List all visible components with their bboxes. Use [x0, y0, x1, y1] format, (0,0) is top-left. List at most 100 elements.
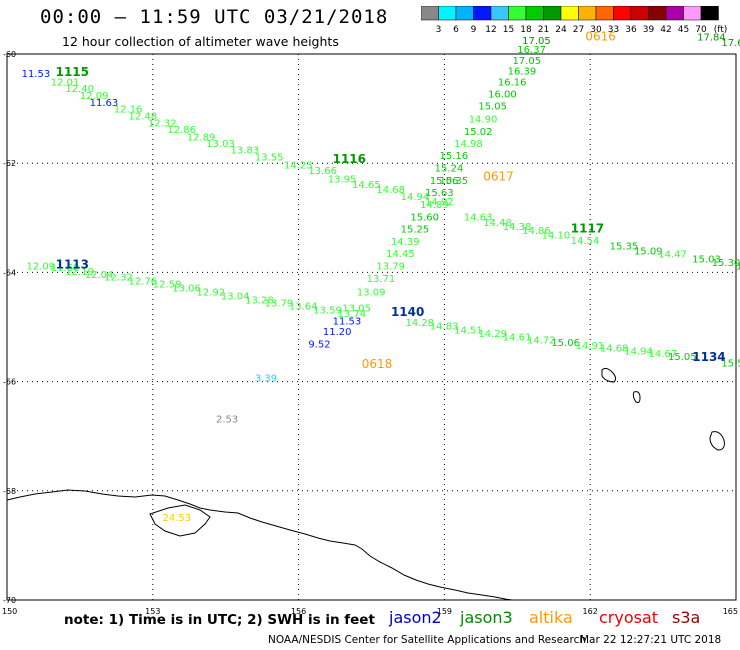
lat-label: -64 — [3, 268, 16, 277]
wave-height-label: 12.59 — [153, 280, 182, 291]
map-title: 00:00 – 11:59 UTC 03/21/2018 — [40, 6, 389, 28]
wave-height-label: 11.20 — [323, 327, 352, 338]
lon-label: 159 — [437, 607, 452, 616]
wave-height-label: 15.09 — [634, 246, 663, 257]
colorbar-tick: 18 — [520, 25, 532, 35]
colorbar-tick: 39 — [643, 25, 655, 35]
wave-height-label: 14.94 — [401, 192, 430, 203]
colorbar-tick: 30 — [590, 25, 602, 35]
wave-height-label: 12.16 — [114, 104, 143, 115]
colorbar-tick: 21 — [538, 25, 549, 35]
colorbar-tick: 70 — [695, 25, 707, 35]
wave-height-label: 13.04 — [221, 292, 250, 303]
wave-height-label: 13.05 — [342, 304, 371, 315]
wave-height-label: 12.09 — [26, 262, 55, 273]
wave-height-label: 14.39 — [391, 237, 420, 248]
wave-height-label: 13.06 — [172, 284, 201, 295]
latitude-labels: -60 -62 -64 -66 -68 -70 — [3, 50, 16, 605]
colorbar-tick: 33 — [608, 25, 619, 35]
track-pass-label: 1117 — [571, 222, 604, 236]
longitude-labels: 150 153 156 159 162 165 — [2, 607, 738, 616]
track-pass-label: 0616 — [585, 29, 616, 43]
colorbar-tick: 15 — [503, 25, 514, 35]
lon-label: 156 — [291, 607, 306, 616]
wave-height-label: 12.01 — [51, 78, 80, 89]
lat-label: -62 — [3, 159, 16, 168]
lon-label: 162 — [583, 607, 598, 616]
track-pass-label: 1113 — [56, 258, 89, 272]
colorbar-tick: 12 — [485, 25, 496, 35]
wave-height-label: 13.28 — [245, 296, 274, 307]
colorbar-tick: 3 — [436, 25, 442, 35]
lon-label: 153 — [145, 607, 160, 616]
wave-height-label: 17.65 — [721, 38, 740, 49]
wave-height-label: 15.02 — [464, 127, 493, 138]
wave-height-label: 13.71 — [367, 274, 396, 285]
wave-height-label: 14.38 — [503, 222, 532, 233]
wave-height-label: 14.28 — [406, 318, 435, 329]
wave-height-label: 15.60 — [410, 213, 439, 224]
colorbar-tick: 42 — [660, 25, 671, 35]
wave-height-label: 12.04 — [85, 270, 114, 281]
colorbar-tick: 27 — [573, 25, 584, 35]
legend-s3a: s3a — [672, 608, 701, 627]
wave-height-label: 11.53 — [333, 316, 362, 327]
map-gridlines — [7, 54, 736, 600]
wave-height-label: 13.95 — [328, 174, 357, 185]
colorbar-unit: (ft) — [714, 25, 728, 35]
wave-height-label: 14.90 — [469, 114, 498, 125]
wave-height-label: 15.64 — [736, 262, 740, 273]
track-pass-label: 1134 — [692, 350, 725, 364]
wave-height-label: 15.30 — [712, 258, 740, 269]
wave-height-label: 15.35 — [610, 241, 639, 252]
wave-height-label: 15.16 — [440, 151, 469, 162]
wave-height-label: 15.56 — [721, 358, 740, 369]
island-3 — [709, 431, 725, 451]
footer-note: note: 1) Time is in UTC; 2) SWH is in fe… — [64, 612, 375, 628]
coastline-inlet — [149, 504, 211, 537]
wave-height-label: 14.91 — [576, 341, 605, 352]
wave-height-label: 9.52 — [308, 340, 330, 351]
wave-height-label: 14.48 — [483, 218, 512, 229]
legend-altika: altika — [529, 608, 573, 627]
wave-height-label: 14.86 — [522, 226, 551, 237]
lat-label: -60 — [3, 50, 16, 59]
wave-height-label: 14.83 — [430, 322, 459, 333]
wave-height-label: 14.61 — [503, 333, 532, 344]
track-pass-label: 1140 — [391, 305, 424, 319]
wave-height-label: 12.32 — [104, 273, 133, 284]
colorbar-tick: 6 — [453, 25, 459, 35]
wave-height-label: 13.79 — [376, 262, 405, 273]
track-pass-label: 1116 — [333, 152, 366, 166]
legend-jason3: jason3 — [460, 608, 513, 627]
wave-height-label: 14.63 — [464, 213, 493, 224]
wave-height-label: 16.37 — [517, 45, 546, 56]
track-pass-label: 0617 — [483, 170, 514, 184]
coastline-main — [6, 489, 513, 601]
wave-height-label: 12.19 — [65, 267, 94, 278]
wave-height-label: 13.74 — [337, 309, 366, 320]
track-labels: 1115 1116 1117 0616 0617 0618 1113 1140 1134 — [56, 29, 726, 371]
map-frame — [6, 53, 737, 601]
wave-height-label: 15.06 — [551, 338, 580, 349]
island-1 — [601, 367, 617, 383]
wave-height-label: 17.84 — [697, 32, 726, 43]
wave-height-label: 17.05 — [512, 56, 541, 67]
track-pass-label: 1115 — [56, 65, 89, 79]
wave-height-label: 14.67 — [649, 349, 678, 360]
wave-height-label: 11.60 — [51, 263, 80, 274]
lon-label: 165 — [723, 607, 738, 616]
legend-jason2: jason2 — [389, 608, 442, 627]
wave-height-label: 15.06 — [430, 176, 459, 187]
wave-height-label: 13.03 — [206, 139, 235, 150]
wave-height-colorbar: 3 6 9 12 15 18 21 24 27 30 33 36 39 42 45 70 (ft) — [421, 6, 728, 35]
wave-height-label: 16.39 — [508, 67, 537, 78]
wave-height-label: 12.09 — [80, 91, 109, 102]
island-2 — [632, 391, 641, 403]
wave-height-label: 13.66 — [308, 166, 337, 177]
wave-height-label: 15.35 — [440, 176, 469, 187]
wave-height-label: 12.48 — [129, 112, 158, 123]
track-pass-label: 0618 — [362, 357, 393, 371]
wave-height-label: 14.10 — [542, 231, 571, 242]
